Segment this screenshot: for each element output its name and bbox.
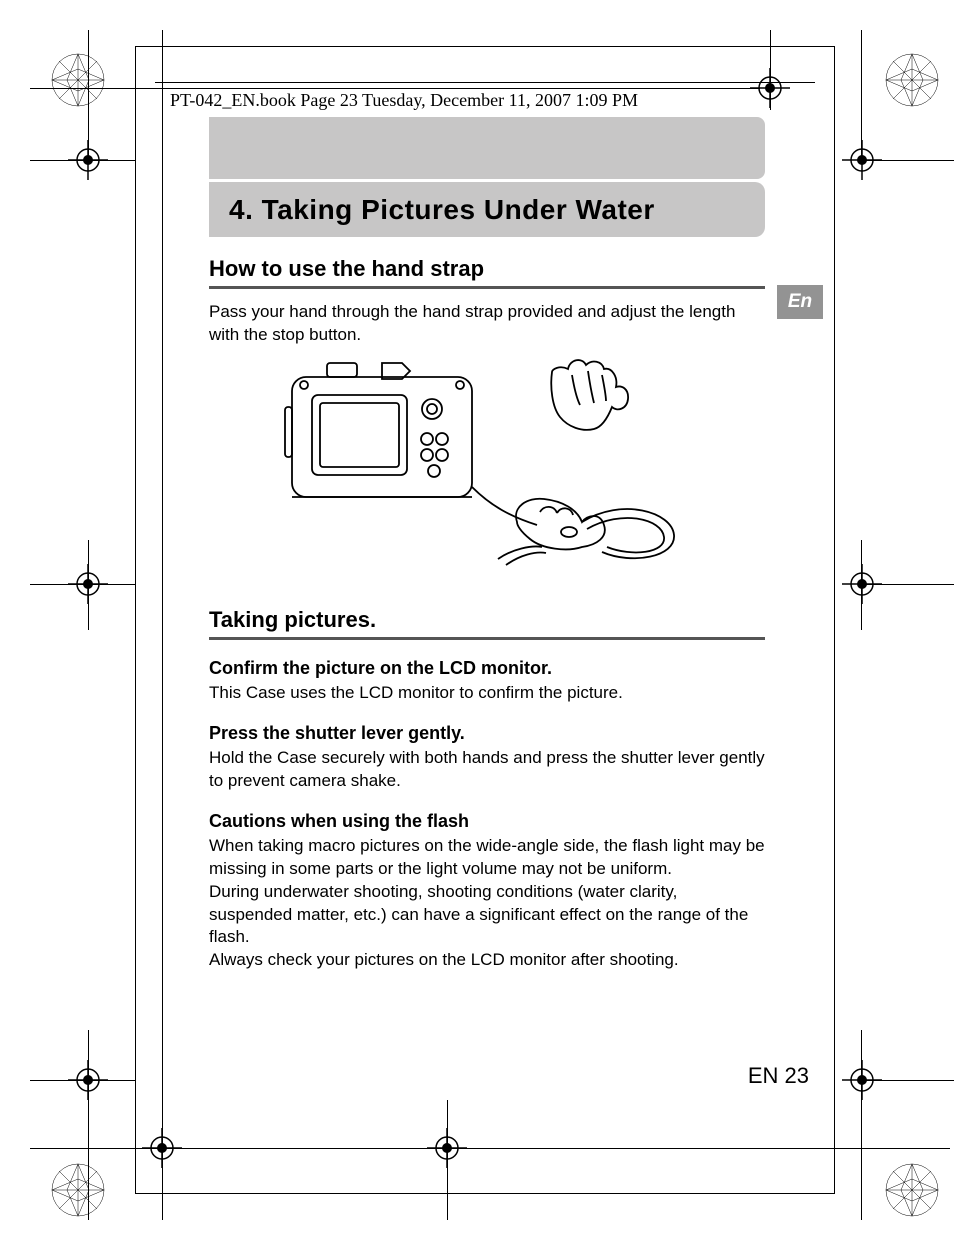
subsection-shutter: Press the shutter lever gently. (209, 723, 765, 744)
corner-mark-bottom-left-icon (48, 1160, 108, 1220)
page-number: EN 23 (748, 1063, 809, 1089)
section-heading-hand-strap: How to use the hand strap (209, 256, 765, 282)
reg-cross-icon (842, 564, 882, 604)
accent-bar (209, 117, 765, 179)
hand-strap-body: Pass your hand through the hand strap pr… (209, 301, 749, 347)
corner-mark-top-left-icon (48, 50, 108, 110)
reg-cross-icon (68, 1060, 108, 1100)
flash-body-2: During underwater shooting, shooting con… (209, 881, 765, 950)
section-rule (209, 637, 765, 640)
reg-cross-icon (68, 564, 108, 604)
subsection-flash-cautions: Cautions when using the flash (209, 811, 765, 832)
section-heading-taking-pictures: Taking pictures. (209, 607, 765, 633)
header-text: PT-042_EN.book Page 23 Tuesday, December… (170, 90, 638, 111)
shutter-body: Hold the Case securely with both hands a… (209, 747, 765, 793)
section-rule (209, 286, 765, 289)
flash-body-3: Always check your pictures on the LCD mo… (209, 949, 765, 972)
chapter-title: 4. Taking Pictures Under Water (229, 194, 655, 226)
hand-strap-illustration-icon (282, 357, 692, 567)
reg-cross-icon (842, 1060, 882, 1100)
subsection-confirm-lcd: Confirm the picture on the LCD monitor. (209, 658, 765, 679)
reg-cross-icon (842, 140, 882, 180)
language-badge: En (777, 285, 823, 319)
corner-mark-top-right-icon (882, 50, 942, 110)
reg-cross-icon (68, 140, 108, 180)
corner-mark-bottom-right-icon (882, 1160, 942, 1220)
main-content: How to use the hand strap Pass your hand… (209, 256, 765, 982)
header-rule (155, 82, 815, 83)
chapter-title-bar: 4. Taking Pictures Under Water (209, 182, 765, 237)
flash-body-1: When taking macro pictures on the wide-a… (209, 835, 765, 881)
confirm-lcd-body: This Case uses the LCD monitor to confir… (209, 682, 765, 705)
